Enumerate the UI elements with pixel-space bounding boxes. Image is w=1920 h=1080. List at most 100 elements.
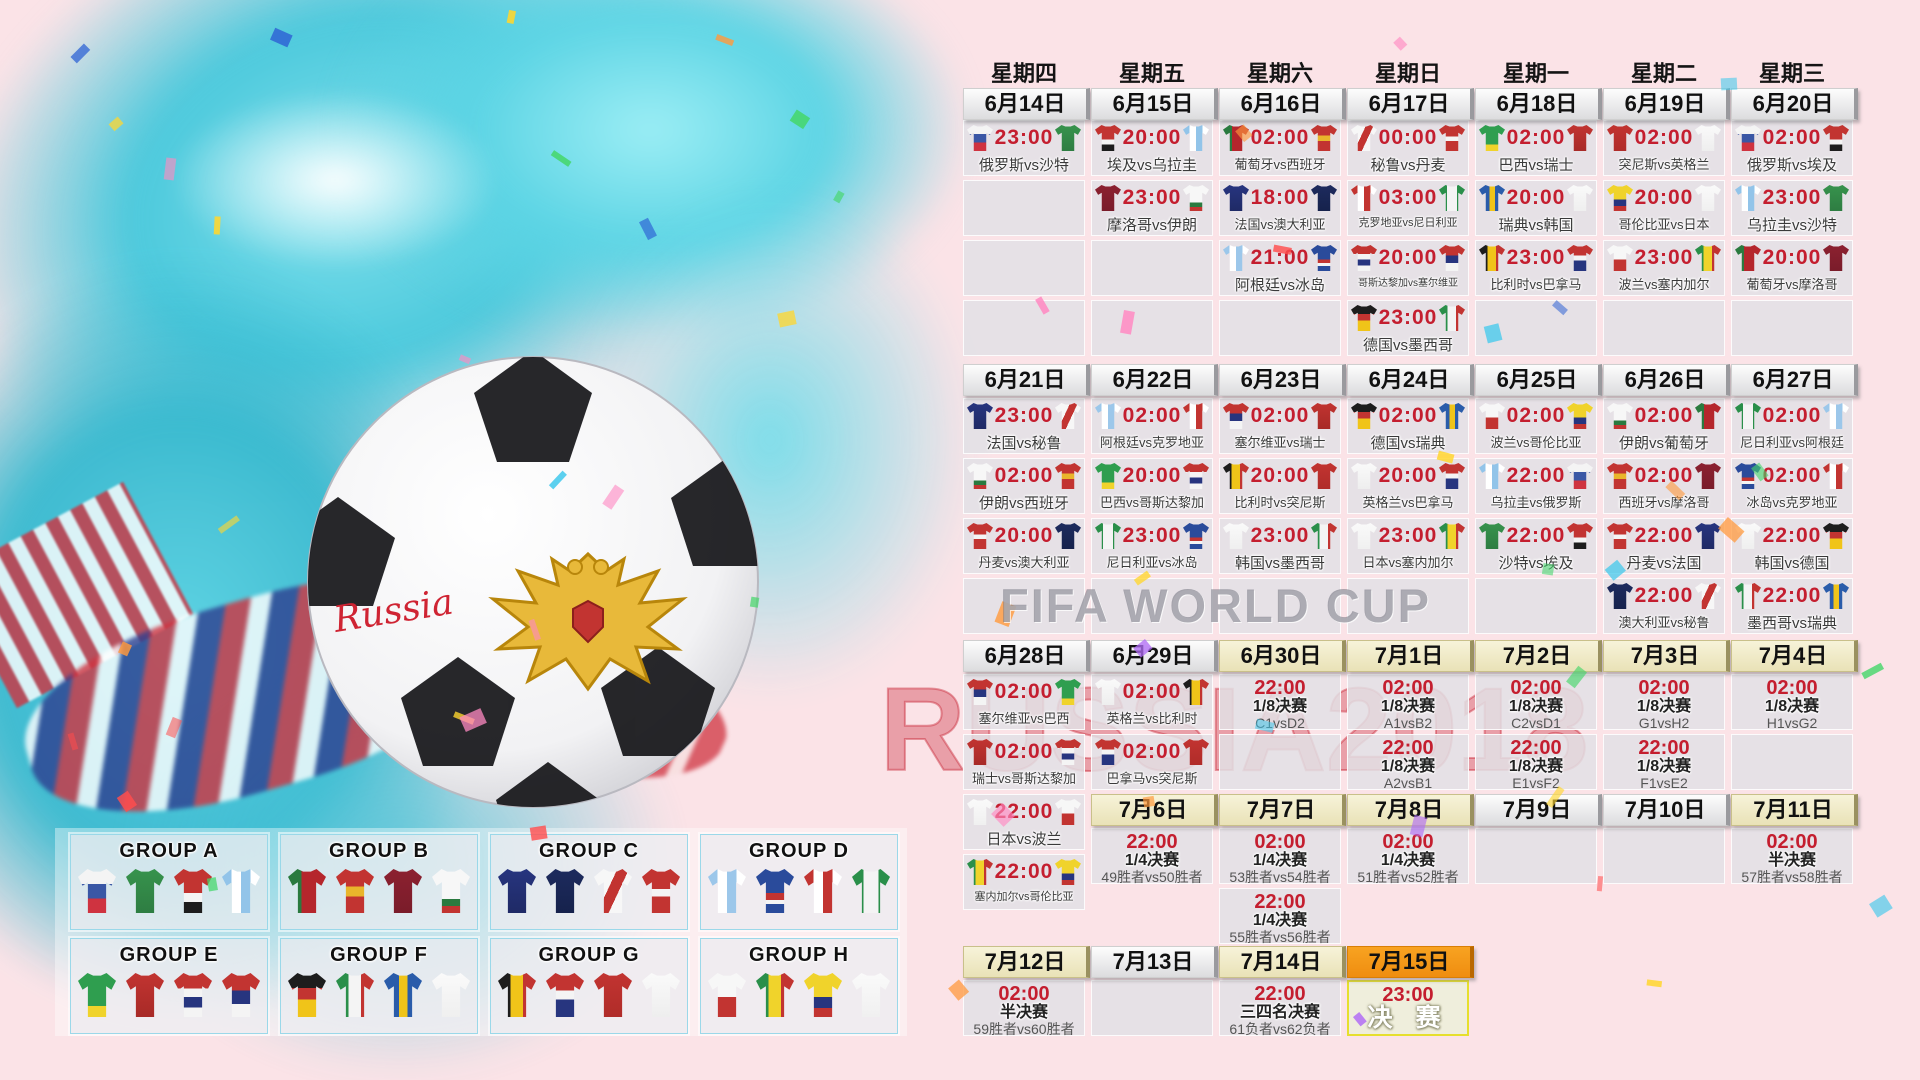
jersey-icon — [708, 973, 746, 1017]
round-label: 1/8决赛 — [1252, 698, 1308, 715]
match-teams: 瑞士vs哥斯达黎加 — [971, 771, 1076, 786]
match-time: 02:00 — [994, 464, 1054, 487]
group-box: GROUP D — [700, 834, 898, 930]
match-teams: 日本vs塞内加尔 — [1362, 555, 1454, 570]
match-cell: 22:00 澳大利亚vs秘鲁 — [1603, 578, 1725, 634]
empty-cell — [1475, 300, 1597, 356]
match-cell: 22:00 塞内加尔vs哥伦比亚 — [963, 854, 1085, 910]
match-teams: 德国vs瑞典 — [1370, 435, 1446, 452]
match-time: 22:00 — [1762, 584, 1822, 607]
jersey-icon — [1695, 185, 1721, 211]
match-cell: 02:00 伊朗vs西班牙 — [963, 458, 1085, 514]
jersey-icon — [1695, 583, 1721, 609]
jersey-icon — [1095, 463, 1121, 489]
match-cell: 22:00 韩国vs德国 — [1731, 518, 1853, 574]
match-cell: 20:00 埃及vs乌拉圭 — [1091, 120, 1213, 176]
match-cell: 02:00 阿根廷vs克罗地亚 — [1091, 398, 1213, 454]
match-time: 02:00 — [994, 740, 1054, 763]
match-time: 22:00 — [1634, 584, 1694, 607]
group-box: GROUP A — [70, 834, 268, 930]
match-time: 02:00 — [1122, 680, 1182, 703]
date-header: 6月30日 — [1219, 640, 1346, 672]
jersey-icon — [1567, 245, 1593, 271]
match-cell: 21:00 阿根廷vs冰岛 — [1219, 240, 1341, 296]
match-time: 02:00 — [1122, 404, 1182, 427]
match-time: 20:00 — [1122, 464, 1182, 487]
knockout-cell: 22:00 三四名决赛 61负者vs62负者 — [1219, 980, 1341, 1037]
match-time: 20:00 — [1378, 464, 1438, 487]
jersey-icon — [804, 869, 842, 913]
match-cell: 23:00 日本vs塞内加尔 — [1347, 518, 1469, 574]
jersey-icon — [1351, 463, 1377, 489]
date-header: 6月16日 — [1219, 88, 1346, 120]
group-jerseys — [281, 973, 477, 1017]
jersey-icon — [1439, 523, 1465, 549]
group-box: GROUP E — [70, 938, 268, 1034]
jersey-icon — [967, 463, 993, 489]
match-cell: 23:00 波兰vs塞内加尔 — [1603, 240, 1725, 296]
jersey-icon — [1183, 463, 1209, 489]
jersey-icon — [1735, 463, 1761, 489]
jersey-icon — [756, 973, 794, 1017]
jersey-icon — [1351, 523, 1377, 549]
jersey-icon — [1223, 245, 1249, 271]
jersey-icon — [1479, 463, 1505, 489]
jersey-icon — [1567, 403, 1593, 429]
jersey-icon — [498, 869, 536, 913]
match-time: 02:00 — [1506, 404, 1566, 427]
match-teams: 伊朗vs葡萄牙 — [1618, 435, 1709, 452]
jersey-icon — [1095, 679, 1121, 705]
jersey-icon — [1479, 523, 1505, 549]
round-label: 1/4决赛 — [1380, 852, 1436, 869]
date-header: 6月14日 — [963, 88, 1090, 120]
jersey-icon — [1183, 679, 1209, 705]
group-label: GROUP A — [119, 840, 219, 862]
confetti-piece — [550, 150, 572, 168]
empty-cell — [1091, 300, 1213, 356]
knockout-cell: 02:00 半决赛 57胜者vs58胜者 — [1731, 828, 1853, 885]
group-label: GROUP H — [749, 944, 849, 966]
jersey-icon — [288, 973, 326, 1017]
jersey-icon — [174, 869, 212, 913]
match-cell: 02:00 塞尔维亚vs瑞士 — [1219, 398, 1341, 454]
match-time: 23:00 — [994, 126, 1054, 149]
matchup-label: 61负者vs62负者 — [1229, 1021, 1331, 1037]
match-cell: 02:00 突尼斯vs英格兰 — [1603, 120, 1725, 176]
match-time: 23:00 — [1378, 524, 1438, 547]
match-time: 21:00 — [1250, 246, 1310, 269]
group-box: GROUP H — [700, 938, 898, 1034]
match-cell: 02:00 俄罗斯vs埃及 — [1731, 120, 1853, 176]
knockout-cell: 02:00 1/8决赛 C2vsD1 — [1475, 674, 1597, 731]
match-teams: 巴西vs哥斯达黎加 — [1099, 495, 1204, 510]
confetti-piece — [213, 215, 221, 235]
jersey-icon — [1695, 125, 1721, 151]
match-time: 23:00 — [1762, 186, 1822, 209]
match-time: 22:00 — [1506, 464, 1566, 487]
jersey-icon — [432, 973, 470, 1017]
final-cell: 23:00 决 赛 — [1347, 980, 1469, 1036]
round-label: 1/8决赛 — [1508, 758, 1564, 775]
jersey-icon — [1183, 403, 1209, 429]
confetti-piece — [506, 9, 516, 25]
jersey-icon — [1223, 463, 1249, 489]
match-time: 22:00 — [1254, 983, 1306, 1005]
group-label: GROUP C — [539, 840, 639, 862]
match-cell: 23:00 俄罗斯vs沙特 — [963, 120, 1085, 176]
match-time: 02:00 — [1506, 126, 1566, 149]
match-time: 02:00 — [1382, 677, 1434, 699]
match-time: 23:00 — [1382, 984, 1434, 1006]
flag-ribbon — [0, 481, 194, 709]
jersey-icon — [1183, 523, 1209, 549]
match-time: 02:00 — [1250, 126, 1310, 149]
match-cell: 02:00 西班牙vs摩洛哥 — [1603, 458, 1725, 514]
empty-cell — [1347, 578, 1469, 634]
match-time: 02:00 — [1378, 404, 1438, 427]
jersey-icon — [1311, 523, 1337, 549]
jersey-icon — [1735, 125, 1761, 151]
match-cell: 02:00 塞尔维亚vs巴西 — [963, 674, 1085, 730]
date-header: 6月25日 — [1475, 364, 1602, 396]
date-header: 6月21日 — [963, 364, 1090, 396]
match-teams: 波兰vs塞内加尔 — [1618, 277, 1710, 292]
match-teams: 英格兰vs巴拿马 — [1362, 495, 1454, 510]
match-cell: 02:00 波兰vs哥伦比亚 — [1475, 398, 1597, 454]
